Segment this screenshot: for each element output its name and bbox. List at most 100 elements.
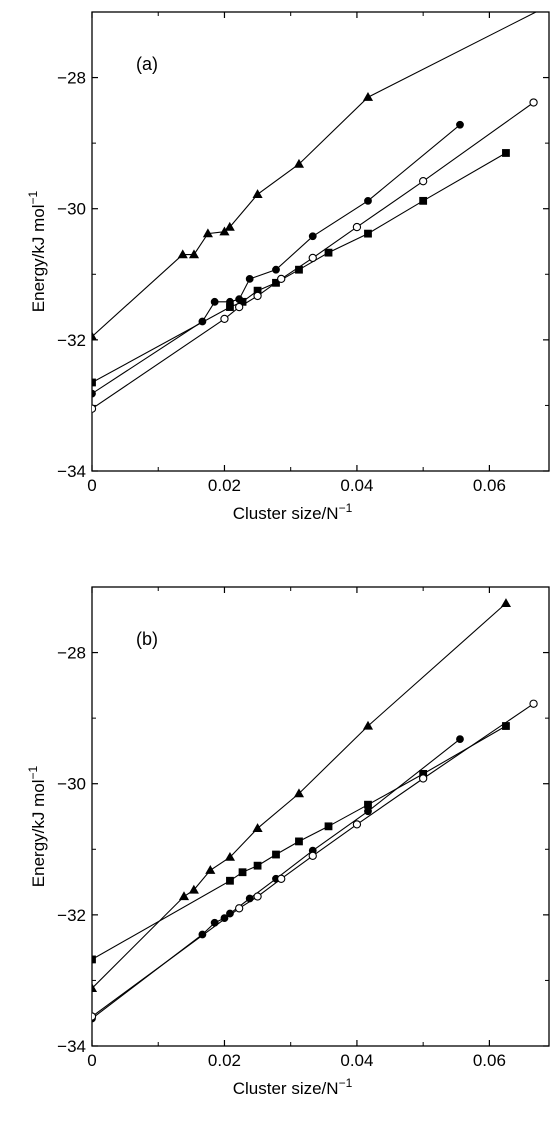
series-line-square-filled	[92, 725, 507, 960]
data-point-square-filled	[92, 955, 96, 964]
data-point-triangle	[362, 92, 374, 101]
data-point-circle-open	[308, 253, 317, 263]
data-point-circle-open	[352, 820, 362, 829]
x-axis-label: Cluster size/N−1	[233, 501, 353, 523]
data-point-circle-filled	[245, 894, 254, 903]
data-point-triangle	[545, 1, 552, 8]
data-point-triangle	[188, 249, 200, 259]
x-tick-label: 0.06	[473, 476, 506, 495]
y-tick-label: −34	[57, 462, 86, 481]
data-point-circle-open	[235, 904, 244, 913]
y-axis-label-superscript: −1	[26, 765, 40, 779]
data-point-circle-filled	[456, 735, 464, 744]
series-line-triangle	[92, 12, 538, 338]
x-tick-label: 0	[87, 476, 96, 495]
data-point-circle-filled	[92, 389, 96, 398]
data-point-square-filled	[253, 861, 262, 870]
data-point-circle-open	[220, 314, 229, 324]
data-point-triangle	[92, 983, 98, 992]
data-point-circle-filled	[364, 196, 372, 205]
data-point-circle-open	[92, 1012, 97, 1021]
data-point-triangle	[202, 228, 213, 238]
y-tick-label: −32	[57, 906, 86, 925]
data-point-square-filled	[226, 876, 234, 885]
data-point-circle-filled	[245, 274, 254, 283]
x-tick-label: 0.06	[473, 1051, 506, 1070]
data-point-triangle	[178, 891, 190, 901]
data-point-triangle	[362, 720, 374, 730]
data-point-square-filled	[419, 196, 428, 205]
data-point-triangle	[224, 221, 235, 231]
x-axis-label: Cluster size/N−1	[233, 1076, 353, 1098]
data-point-circle-open	[419, 177, 428, 186]
data-point-circle-open	[277, 874, 286, 883]
data-point-circle-filled	[226, 909, 234, 918]
y-axis-label: Energy/kJ mol−1	[26, 765, 48, 887]
y-tick-label: −34	[57, 1037, 86, 1056]
data-point-square-filled	[324, 248, 333, 257]
data-point-triangle	[205, 865, 216, 874]
plot-frame	[91, 11, 550, 472]
x-tick-label: 0.02	[208, 1051, 241, 1070]
data-point-circle-open	[235, 302, 244, 312]
data-point-circle-open	[529, 699, 538, 708]
data-point-square-filled	[92, 378, 96, 387]
y-axis-label-text: Energy/kJ mol	[29, 779, 48, 887]
data-point-square-filled	[238, 868, 247, 877]
y-tick-label: −28	[57, 644, 86, 663]
y-axis-label-text: Energy/kJ mol	[29, 204, 48, 312]
data-point-circle-open	[253, 892, 262, 901]
y-axis-label: Energy/kJ mol−1	[26, 190, 48, 312]
data-point-circle-open	[352, 222, 362, 232]
data-point-square-filled	[364, 229, 372, 238]
data-point-circle-filled	[308, 232, 317, 241]
x-axis-label-superscript: −1	[339, 501, 353, 515]
data-point-triangle	[92, 331, 98, 341]
x-tick-label: 0	[87, 1051, 96, 1070]
x-axis-label-text: Cluster size/N	[233, 504, 339, 523]
panel-label: (a)	[136, 54, 158, 74]
data-point-triangle	[219, 226, 230, 236]
x-tick-label: 0.04	[340, 476, 373, 495]
y-tick-label: −30	[57, 775, 86, 794]
data-point-triangle	[188, 884, 199, 894]
x-axis-label-text: Cluster size/N	[233, 1079, 339, 1098]
data-point-triangle	[224, 851, 236, 861]
data-point-triangle	[500, 598, 512, 608]
x-tick-label: 0.02	[208, 476, 241, 495]
x-tick-label: 0.04	[340, 1051, 373, 1070]
data-point-circle-filled	[364, 807, 372, 816]
x-axis-label-superscript: −1	[339, 1076, 353, 1090]
y-tick-label: −30	[57, 200, 86, 219]
series-line-circle-filled	[92, 124, 461, 395]
panel-label: (b)	[136, 629, 158, 649]
y-tick-label: −28	[57, 69, 86, 88]
data-point-circle-filled	[456, 120, 464, 129]
data-point-circle-open	[529, 98, 538, 107]
data-point-circle-open	[277, 274, 286, 284]
data-point-circle-open	[308, 851, 317, 860]
data-point-square-filled	[272, 850, 280, 859]
data-point-square-filled	[226, 303, 234, 311]
data-point-circle-open	[419, 774, 428, 783]
data-point-circle-open	[253, 291, 262, 301]
data-point-circle-filled	[272, 265, 280, 274]
data-point-triangle	[293, 788, 305, 798]
y-tick-label: −32	[57, 331, 86, 350]
y-axis-label-superscript: −1	[26, 190, 40, 204]
plot-area	[92, 598, 538, 1023]
data-point-square-filled	[324, 822, 333, 831]
series-line-circle-open	[92, 703, 534, 1017]
data-point-triangle	[293, 158, 305, 168]
data-point-square-filled	[502, 149, 510, 157]
data-point-square-filled	[295, 837, 303, 846]
data-point-circle-filled	[210, 297, 219, 306]
data-point-square-filled	[364, 800, 372, 809]
data-point-triangle	[252, 189, 263, 198]
data-point-triangle	[177, 249, 188, 259]
data-point-triangle	[252, 823, 263, 832]
data-point-circle-open	[92, 404, 97, 413]
